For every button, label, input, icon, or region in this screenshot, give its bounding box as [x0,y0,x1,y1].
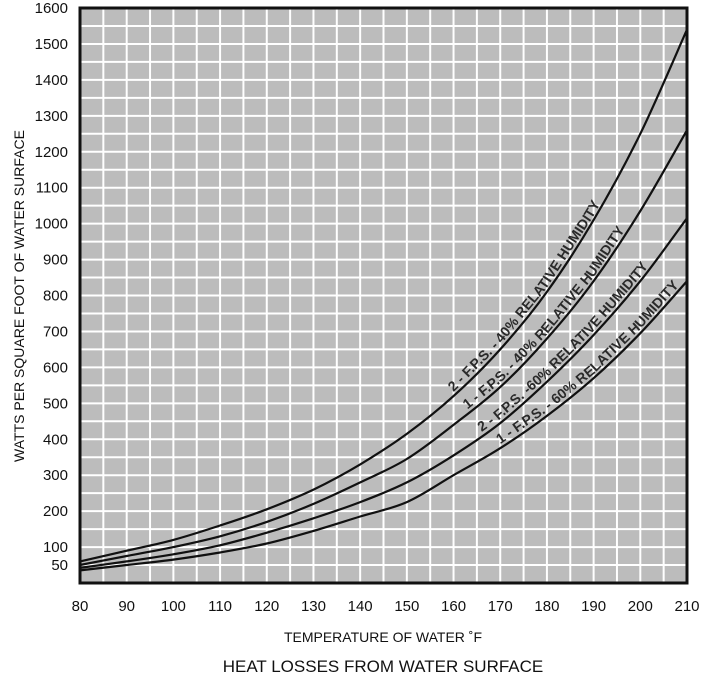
x-tick-label: 110 [208,598,232,615]
x-tick-label: 160 [441,598,466,615]
y-tick-label: 700 [43,323,68,340]
y-axis-label: WATTS PER SQUARE FOOT OF WATER SURFACE [11,130,27,462]
x-tick-label: 170 [488,598,513,615]
y-tick-label: 1000 [35,216,68,233]
y-tick-label: 300 [43,467,68,484]
x-tick-label: 80 [72,598,89,615]
y-tick-label: 50 [51,557,68,574]
x-tick-label: 200 [628,598,653,615]
series-line-2 [79,129,688,567]
x-tick-label: 100 [161,598,186,615]
y-tick-label: 1600 [35,0,68,17]
series-lines [79,29,689,572]
plot-border [78,6,689,585]
series-line-4 [79,280,688,572]
x-tick-label: 210 [674,598,699,615]
series-line-1 [79,29,689,563]
y-tick-label: 400 [43,431,68,448]
x-tick-label: 90 [118,598,135,615]
y-tick-label: 1300 [35,108,68,125]
x-axis-label: TEMPERATURE OF WATER ˚F [284,629,482,645]
y-tick-label: 500 [43,395,68,412]
y-tick-label: 900 [43,252,68,269]
y-tick-label: 1500 [35,36,68,53]
y-tick-label: 100 [43,539,68,556]
x-tick-label: 140 [348,598,373,615]
y-tick-label: 800 [43,288,68,305]
y-tick-label: 1400 [35,72,68,89]
x-tick-label: 180 [534,598,559,615]
x-tick-label: 150 [394,598,419,615]
chart-title: HEAT LOSSES FROM WATER SURFACE [223,657,544,676]
grid-lines [79,7,688,584]
x-tick-label: 190 [581,598,606,615]
series-line-3 [79,217,688,569]
y-tick-label: 200 [43,503,68,520]
x-tick-label: 120 [254,598,279,615]
y-tick-label: 600 [43,359,68,376]
x-tick-labels: 80 90 100 110 120 130 140 150 160 170 180 190 200 210 [72,598,700,615]
y-tick-label: 1100 [36,180,68,197]
y-tick-label: 1200 [35,144,68,161]
x-tick-label: 130 [301,598,326,615]
